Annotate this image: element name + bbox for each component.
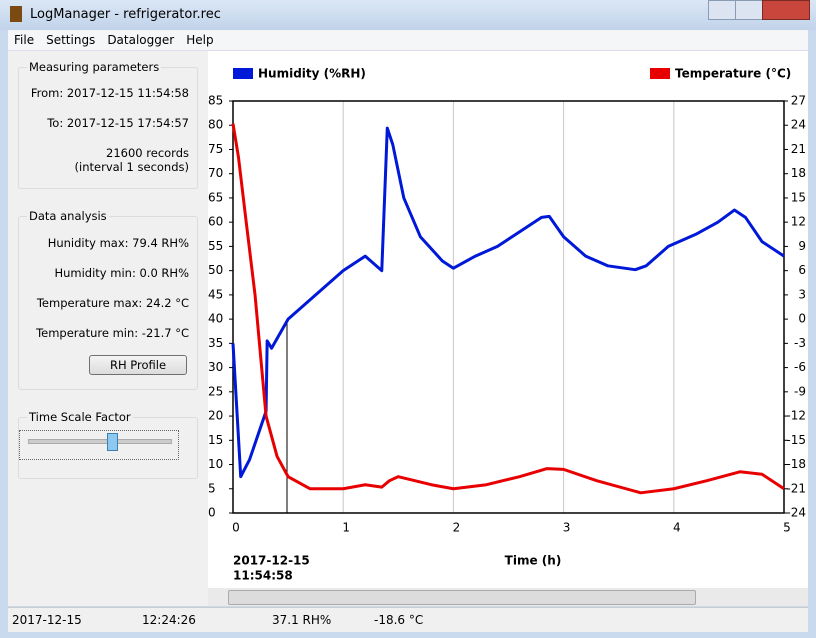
y-tick-label: 55 <box>208 239 223 253</box>
app-icon <box>10 6 22 22</box>
y2-tick-label: 21 <box>791 142 806 156</box>
horizontal-scrollbar[interactable] <box>208 588 808 606</box>
y-tick-label: 85 <box>208 94 223 108</box>
x-tick-label: 0 <box>232 521 240 535</box>
series-line <box>231 123 785 495</box>
label: Hunidity max: 79.4 RH% <box>47 236 189 250</box>
status-humidity: 37.1 RH% <box>272 613 332 627</box>
y2-tick-label: 24 <box>791 118 806 132</box>
y2-tick-label: -15 <box>786 433 806 447</box>
side-panel: Measuring parameters From: 2017-12-15 11… <box>8 51 208 606</box>
window-title: LogManager - refrigerator.rec <box>30 7 221 22</box>
status-time: 12:24:26 <box>142 613 196 627</box>
x-tick-label: 4 <box>673 521 681 535</box>
x-tick-label: 2 <box>453 521 461 535</box>
status-bar: 2017-12-15 12:24:26 37.1 RH% -18.6 °C <box>8 607 808 632</box>
y2-tick-label: -3 <box>794 336 806 350</box>
slider-track <box>28 439 172 444</box>
y2-tick-label: 9 <box>798 239 806 253</box>
y2-tick-label: 12 <box>791 215 806 229</box>
y2-tick-label: 3 <box>798 287 806 301</box>
x-tick-label: 5 <box>783 521 791 535</box>
y-tick-label: 60 <box>208 215 223 229</box>
y2-tick-label: -24 <box>786 506 806 520</box>
y2-tick-label: -21 <box>786 481 806 495</box>
y-tick-label: 30 <box>208 360 223 374</box>
group-box: Time Scale Factor <box>18 410 198 479</box>
legend-label: Temperature (°C) <box>675 67 791 81</box>
y-tick-label: 75 <box>208 142 223 156</box>
group-title: Measuring parameters <box>27 60 162 74</box>
label: (interval 1 seconds) <box>74 160 189 174</box>
y-tick-label: 25 <box>208 384 223 398</box>
menu-item[interactable]: Datalogger <box>107 33 175 47</box>
label: From: 2017-12-15 11:54:58 <box>30 86 189 100</box>
status-temperature: -18.6 °C <box>374 613 424 627</box>
y-tick-label: 35 <box>208 336 223 350</box>
x-tick-label: 3 <box>563 521 571 535</box>
y2-tick-label: 15 <box>791 190 806 204</box>
y2-tick-label: 0 <box>798 312 806 326</box>
y-tick-label: 15 <box>208 433 223 447</box>
x-start-time: 11:54:58 <box>233 569 293 583</box>
menu-item[interactable]: Settings <box>46 33 96 47</box>
label: Humidity min: 0.0 RH% <box>54 266 189 280</box>
status-date: 2017-12-15 <box>12 613 82 627</box>
maximize-button[interactable] <box>735 0 763 20</box>
menu-item[interactable]: File <box>14 33 35 47</box>
legend-label: Humidity (%RH) <box>258 67 366 81</box>
y2-tick-label: -18 <box>786 457 806 471</box>
y-tick-label: 5 <box>208 481 216 495</box>
slider[interactable] <box>19 430 179 460</box>
legend-swatch <box>233 68 253 79</box>
menu-bar: File Settings Datalogger Help <box>8 30 808 51</box>
chart-area: 0 1 2 3 4 5 0 5 10 15 20 25 30 35 40 45 50 55 60 65 70 75 80 85… <box>208 51 808 588</box>
scroll-thumb[interactable] <box>228 590 696 605</box>
menu-item[interactable]: Help <box>186 33 214 47</box>
y-tick-label: 70 <box>208 166 223 180</box>
y-tick-label: 80 <box>208 118 223 132</box>
rh-profile-button[interactable]: RH Profile <box>89 355 187 375</box>
label: Temperature max: 24.2 °C <box>36 296 189 310</box>
y2-tick-label: -6 <box>794 360 806 374</box>
group-title: Data analysis <box>27 209 109 223</box>
y-tick-label: 40 <box>208 312 223 326</box>
x-axis-label: Time (h) <box>505 554 562 568</box>
close-button[interactable] <box>762 0 810 20</box>
y2-tick-label: 6 <box>798 263 806 277</box>
y-tick-label: 20 <box>208 409 223 423</box>
y-tick-label: 65 <box>208 190 223 204</box>
group-box: Data analysis Hunidity max: 79.4 RH% Hum… <box>18 209 198 390</box>
title-bar: LogManager - refrigerator.rec <box>0 0 816 30</box>
y2-tick-label: 18 <box>791 166 806 180</box>
legend-swatch <box>650 68 670 79</box>
group-title: Time Scale Factor <box>27 410 133 424</box>
minimize-button[interactable] <box>708 0 736 20</box>
y2-tick-label: -12 <box>786 409 806 423</box>
y-tick-label: 50 <box>208 263 223 277</box>
label: To: 2017-12-15 17:54:57 <box>47 116 189 130</box>
y2-tick-label: -9 <box>794 384 806 398</box>
group-box: Measuring parameters From: 2017-12-15 11… <box>18 60 198 189</box>
series-line <box>231 126 785 479</box>
label: 21600 records <box>106 146 189 160</box>
y2-tick-label: 27 <box>791 94 806 108</box>
slider-thumb[interactable] <box>107 433 118 451</box>
y-tick-label: 45 <box>208 287 223 301</box>
x-start-date: 2017-12-15 <box>233 554 310 568</box>
label: Temperature min: -21.7 °C <box>36 326 189 340</box>
y-tick-label: 10 <box>208 457 223 471</box>
plot-frame <box>232 100 785 514</box>
chart: 0 1 2 3 4 50510152025303540455055606570758085… <box>208 67 806 583</box>
x-tick-label: 1 <box>342 521 350 535</box>
y-tick-label: 0 <box>208 506 216 520</box>
